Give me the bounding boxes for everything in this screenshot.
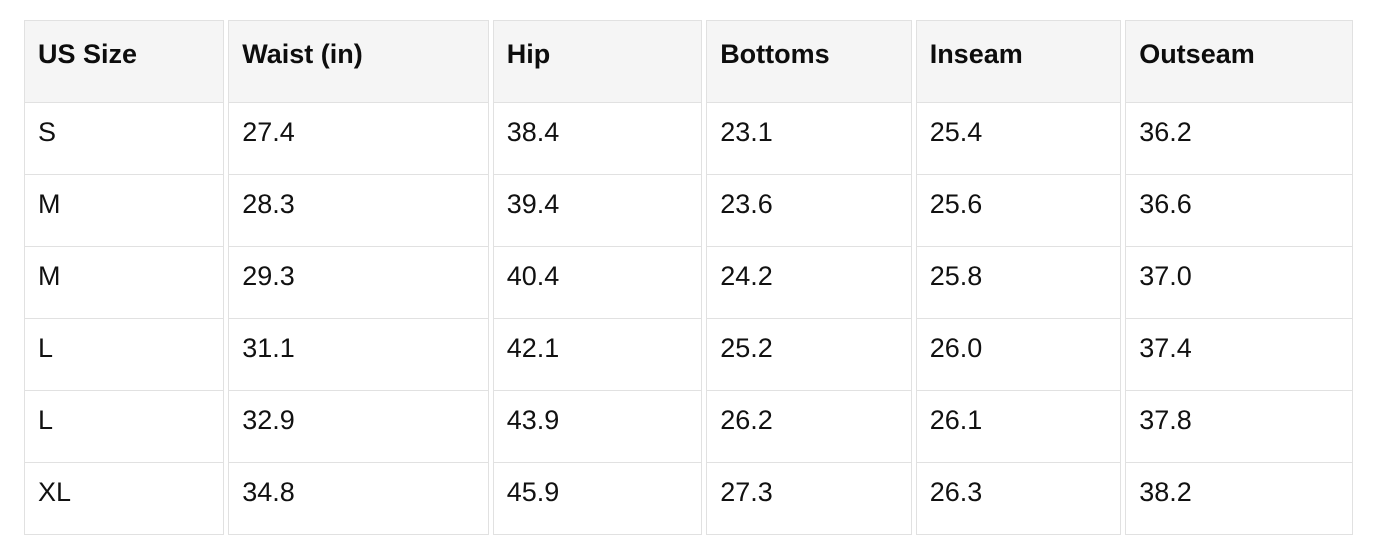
cell-inseam: 26.1: [915, 391, 1122, 463]
cell-outseam: 36.2: [1125, 103, 1353, 175]
header-row: US Size Waist (in) Hip Bottoms Inseam Ou…: [24, 20, 1353, 103]
cell-us-size: M: [24, 175, 225, 247]
table-row: M 29.3 40.4 24.2 25.8 37.0: [24, 247, 1353, 319]
cell-us-size: S: [24, 103, 225, 175]
cell-bottoms: 27.3: [706, 463, 912, 535]
table-row: S 27.4 38.4 23.1 25.4 36.2: [24, 103, 1353, 175]
cell-us-size: L: [24, 391, 225, 463]
cell-inseam: 26.3: [915, 463, 1122, 535]
cell-bottoms: 24.2: [706, 247, 912, 319]
column-header-waist: Waist (in): [228, 20, 489, 103]
table-row: M 28.3 39.4 23.6 25.6 36.6: [24, 175, 1353, 247]
cell-bottoms: 23.6: [706, 175, 912, 247]
table-row: L 31.1 42.1 25.2 26.0 37.4: [24, 319, 1353, 391]
cell-outseam: 37.8: [1125, 391, 1353, 463]
cell-inseam: 26.0: [915, 319, 1122, 391]
cell-inseam: 25.8: [915, 247, 1122, 319]
column-header-us-size: US Size: [24, 20, 225, 103]
table-row: L 32.9 43.9 26.2 26.1 37.8: [24, 391, 1353, 463]
cell-waist: 34.8: [228, 463, 489, 535]
cell-bottoms: 25.2: [706, 319, 912, 391]
cell-hip: 42.1: [492, 319, 703, 391]
cell-waist: 27.4: [228, 103, 489, 175]
cell-hip: 43.9: [492, 391, 703, 463]
size-chart-table: US Size Waist (in) Hip Bottoms Inseam Ou…: [20, 20, 1357, 535]
column-header-hip: Hip: [492, 20, 703, 103]
cell-inseam: 25.4: [915, 103, 1122, 175]
column-header-outseam: Outseam: [1125, 20, 1353, 103]
cell-hip: 38.4: [492, 103, 703, 175]
cell-outseam: 38.2: [1125, 463, 1353, 535]
cell-waist: 29.3: [228, 247, 489, 319]
cell-outseam: 37.0: [1125, 247, 1353, 319]
cell-waist: 31.1: [228, 319, 489, 391]
cell-outseam: 36.6: [1125, 175, 1353, 247]
cell-outseam: 37.4: [1125, 319, 1353, 391]
cell-hip: 40.4: [492, 247, 703, 319]
column-header-inseam: Inseam: [915, 20, 1122, 103]
cell-us-size: L: [24, 319, 225, 391]
cell-hip: 45.9: [492, 463, 703, 535]
cell-hip: 39.4: [492, 175, 703, 247]
cell-bottoms: 26.2: [706, 391, 912, 463]
cell-inseam: 25.6: [915, 175, 1122, 247]
cell-waist: 32.9: [228, 391, 489, 463]
cell-us-size: M: [24, 247, 225, 319]
cell-us-size: XL: [24, 463, 225, 535]
table-row: XL 34.8 45.9 27.3 26.3 38.2: [24, 463, 1353, 535]
column-header-bottoms: Bottoms: [706, 20, 912, 103]
cell-bottoms: 23.1: [706, 103, 912, 175]
cell-waist: 28.3: [228, 175, 489, 247]
